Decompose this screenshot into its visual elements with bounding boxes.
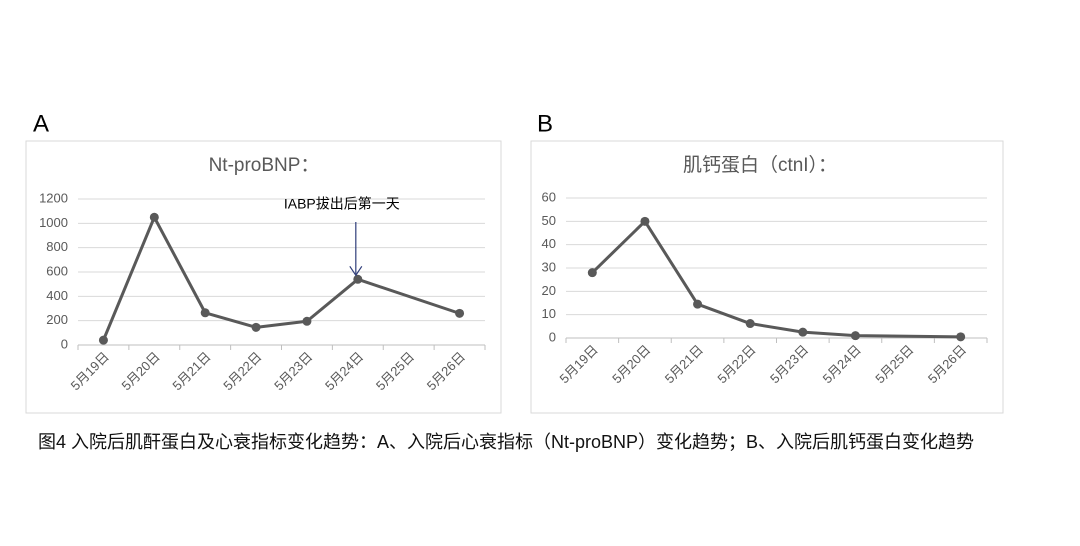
annotation-text: IABP拔出后第一天 xyxy=(284,196,400,212)
panel-label: A xyxy=(33,110,49,137)
data-point xyxy=(251,322,261,332)
chart-frame xyxy=(25,140,502,414)
data-point xyxy=(149,212,159,222)
y-tick-label: 0 xyxy=(549,329,556,344)
data-point xyxy=(850,331,860,341)
figure-caption: 图4 入院后肌酐蛋白及心衰指标变化趋势：A、入院后心衰指标（Nt-proBNP）… xyxy=(38,432,975,452)
data-point xyxy=(200,308,210,318)
annotation-arrowhead xyxy=(349,265,363,277)
y-tick-label: 200 xyxy=(46,312,68,327)
data-point xyxy=(302,316,312,326)
data-point xyxy=(455,308,465,318)
data-point xyxy=(98,335,108,345)
y-tick-label: 10 xyxy=(542,306,556,321)
data-point xyxy=(745,319,755,329)
data-point xyxy=(798,327,808,337)
y-tick-label: 40 xyxy=(542,236,556,251)
y-tick-label: 1200 xyxy=(39,190,68,205)
panel-label: B xyxy=(537,110,553,137)
y-tick-label: 800 xyxy=(46,239,68,254)
chart-title: Nt-proBNP： xyxy=(209,155,320,176)
y-tick-label: 1000 xyxy=(39,215,68,230)
y-tick-label: 60 xyxy=(542,189,556,204)
y-tick-label: 0 xyxy=(61,336,68,351)
chart-frame xyxy=(530,140,1004,414)
y-tick-label: 30 xyxy=(542,259,556,274)
data-point xyxy=(693,299,703,309)
y-tick-label: 20 xyxy=(542,283,556,298)
y-tick-label: 400 xyxy=(46,288,68,303)
data-point xyxy=(640,216,650,226)
data-point xyxy=(353,274,363,284)
data-point xyxy=(956,332,966,342)
y-tick-label: 600 xyxy=(46,263,68,278)
data-point xyxy=(587,268,597,278)
chart-title: 肌钙蛋白（ctnI）： xyxy=(683,154,837,176)
y-tick-label: 50 xyxy=(542,213,556,228)
